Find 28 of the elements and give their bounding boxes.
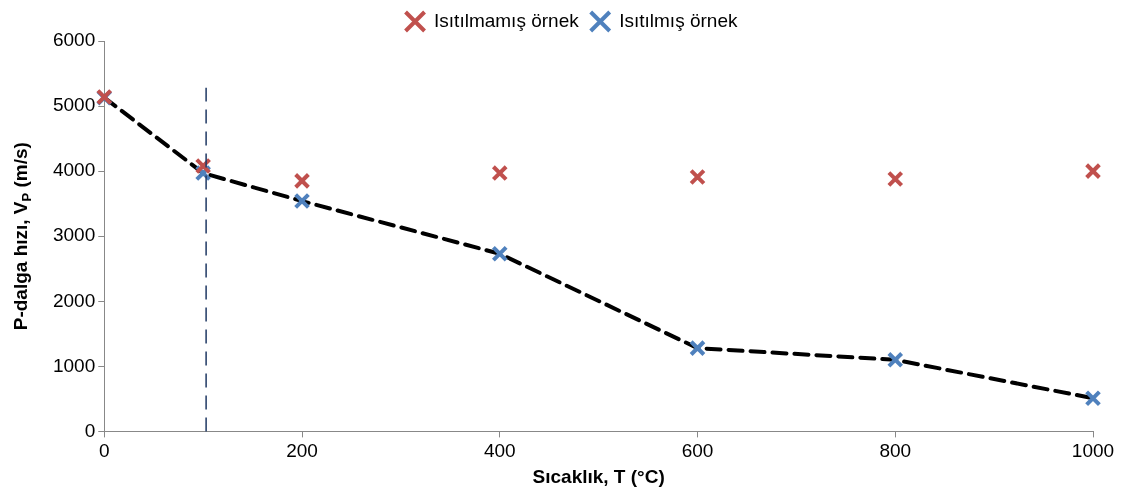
point	[689, 168, 706, 186]
y-tick-label: 1000	[52, 354, 96, 376]
x-tick-label: 800	[879, 440, 912, 462]
y-tick-label: 2000	[52, 289, 96, 311]
y-tick-label: 0	[84, 419, 96, 441]
point	[293, 172, 311, 190]
legend-label: Isıtılmış örnek	[619, 9, 738, 31]
point	[491, 164, 509, 182]
legend-label: Isıtılmamış örnek	[434, 9, 580, 31]
y-tick-label: 6000	[52, 29, 96, 51]
point	[491, 245, 509, 263]
x-tick-label: 400	[483, 440, 516, 462]
x-tick-label: 200	[286, 440, 318, 462]
point	[886, 170, 904, 188]
y-axis-title: P-dalga hızı, VP (m/s)	[10, 142, 34, 331]
point	[194, 157, 212, 175]
x-tick-label: 0	[98, 440, 110, 462]
point	[293, 192, 311, 210]
point	[886, 351, 904, 369]
y-tick-label: 5000	[52, 94, 96, 116]
x-axis-title: Sıcaklık, T (°C)	[532, 465, 665, 487]
y-tick-label: 3000	[52, 224, 96, 246]
x-tick-label: 1000	[1071, 440, 1115, 462]
x-tick-label: 600	[681, 440, 714, 462]
y-tick-label: 4000	[52, 159, 96, 181]
point	[1084, 162, 1102, 180]
point	[689, 339, 706, 357]
point	[1084, 389, 1102, 407]
